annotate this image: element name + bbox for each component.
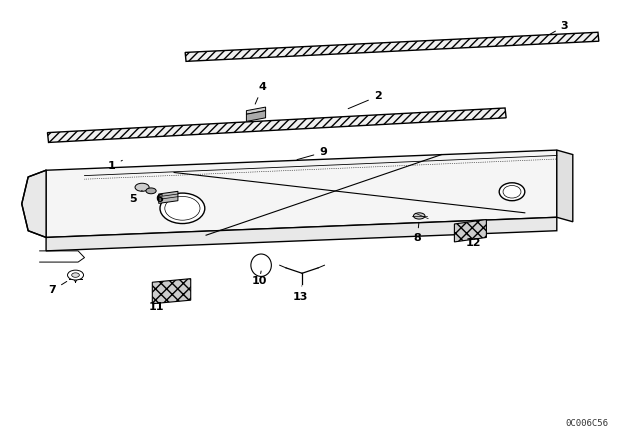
Polygon shape xyxy=(22,170,46,237)
Text: 9: 9 xyxy=(297,147,327,159)
Text: 11: 11 xyxy=(149,301,168,312)
Polygon shape xyxy=(159,191,178,203)
Text: 2: 2 xyxy=(348,91,381,109)
Text: 1: 1 xyxy=(108,160,122,171)
Ellipse shape xyxy=(503,185,521,198)
Text: 10: 10 xyxy=(252,271,267,286)
Polygon shape xyxy=(454,220,486,242)
Text: 4: 4 xyxy=(255,82,266,104)
Text: 8: 8 xyxy=(413,222,421,243)
Text: 3: 3 xyxy=(550,21,568,34)
Polygon shape xyxy=(152,279,191,304)
Polygon shape xyxy=(46,150,557,237)
Ellipse shape xyxy=(251,254,271,276)
Ellipse shape xyxy=(135,183,149,191)
Ellipse shape xyxy=(413,213,425,219)
Polygon shape xyxy=(46,217,557,251)
Ellipse shape xyxy=(146,188,156,194)
Text: 7: 7 xyxy=(49,281,67,295)
Polygon shape xyxy=(246,107,266,114)
Polygon shape xyxy=(246,111,266,121)
Polygon shape xyxy=(185,32,599,61)
Polygon shape xyxy=(47,108,506,142)
Text: 13: 13 xyxy=(293,286,308,302)
Text: 0C006C56: 0C006C56 xyxy=(565,419,608,428)
Text: 6: 6 xyxy=(155,194,163,204)
Ellipse shape xyxy=(499,183,525,201)
Text: 5: 5 xyxy=(129,190,142,204)
Polygon shape xyxy=(557,150,573,222)
Ellipse shape xyxy=(72,273,79,277)
Ellipse shape xyxy=(160,193,205,224)
Text: 12: 12 xyxy=(466,234,481,248)
Ellipse shape xyxy=(68,270,83,280)
Ellipse shape xyxy=(165,196,200,220)
